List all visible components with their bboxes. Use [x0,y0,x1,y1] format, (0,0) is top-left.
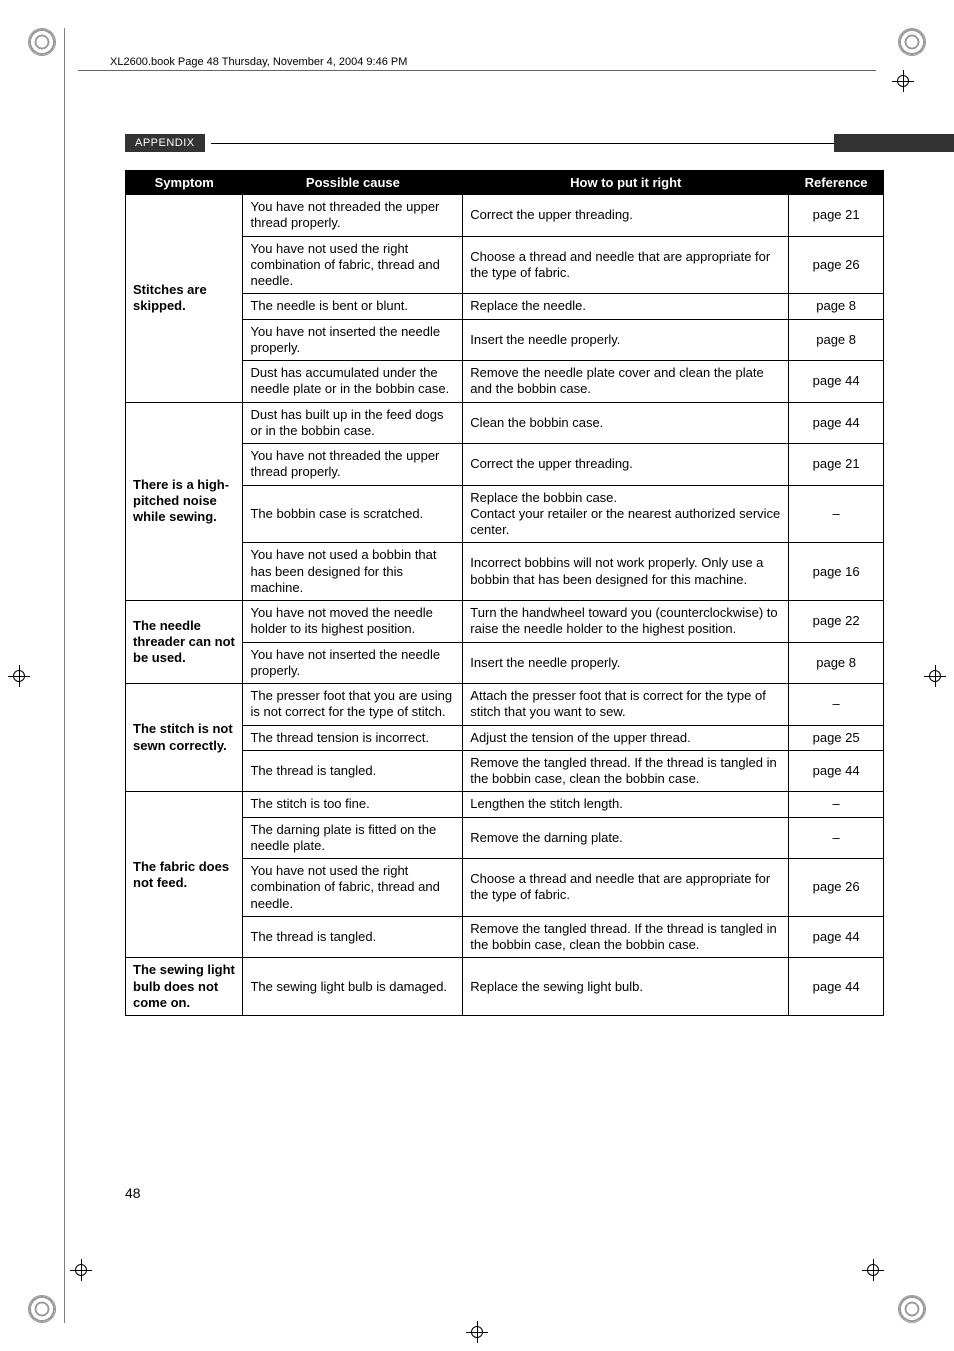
cause-cell: The sewing light bulb is damaged. [243,958,463,1016]
cause-cell: You have not used the right combination … [243,236,463,294]
fix-cell: Replace the bobbin case.Contact your ret… [463,485,789,543]
reference-cell: page 21 [789,195,884,237]
reference-cell: page 21 [789,444,884,486]
fix-cell: Replace the needle. [463,294,789,319]
fix-cell: Insert the needle properly. [463,319,789,361]
cause-cell: The thread tension is incorrect. [243,725,463,750]
symptom-cell: The sewing light bulb does not come on. [126,958,243,1016]
fix-cell: Correct the upper threading. [463,195,789,237]
cause-cell: You have not moved the needle holder to … [243,601,463,643]
cause-cell: The thread is tangled. [243,916,463,958]
reference-cell: page 44 [789,958,884,1016]
crop-mark-icon [28,1295,56,1323]
cause-cell: You have not inserted the needle properl… [243,319,463,361]
cause-cell: The stitch is too fine. [243,792,463,817]
cause-cell: You have not used a bobbin that has been… [243,543,463,601]
crop-mark-icon [28,28,56,56]
reference-cell: page 26 [789,859,884,917]
cause-cell: You have not threaded the upper thread p… [243,195,463,237]
col-header-reference: Reference [789,171,884,195]
symptom-cell: The needle threader can not be used. [126,601,243,684]
col-header-fix: How to put it right [463,171,789,195]
symptom-cell: The stitch is not sewn correctly. [126,684,243,792]
fix-cell: Incorrect bobbins will not work properly… [463,543,789,601]
fix-cell: Clean the bobbin case. [463,402,789,444]
cause-cell: The needle is bent or blunt. [243,294,463,319]
fix-cell: Remove the needle plate cover and clean … [463,361,789,403]
reference-cell: – [789,485,884,543]
cause-cell: You have not used the right combination … [243,859,463,917]
crop-mark-icon [898,1295,926,1323]
fix-cell: Turn the handwheel toward you (countercl… [463,601,789,643]
registration-mark-icon [924,665,946,687]
reference-cell: – [789,817,884,859]
reference-cell: page 8 [789,319,884,361]
crop-mark-icon [898,28,926,56]
reference-cell: page 8 [789,642,884,684]
header-rule [78,70,876,71]
reference-cell: – [789,792,884,817]
reference-cell: page 26 [789,236,884,294]
col-header-cause: Possible cause [243,171,463,195]
symptom-cell: There is a high-pitched noise while sewi… [126,402,243,601]
fix-cell: Remove the tangled thread. If the thread… [463,916,789,958]
cause-cell: You have not inserted the needle properl… [243,642,463,684]
fix-cell: Correct the upper threading. [463,444,789,486]
cause-cell: The darning plate is fitted on the needl… [243,817,463,859]
section-accent-bar [834,134,954,152]
registration-mark-icon [892,70,914,92]
table-header-row: Symptom Possible cause How to put it rig… [126,171,884,195]
fix-cell: Replace the sewing light bulb. [463,958,789,1016]
symptom-cell: The fabric does not feed. [126,792,243,958]
fix-cell: Adjust the tension of the upper thread. [463,725,789,750]
cause-cell: The presser foot that you are using is n… [243,684,463,726]
fix-cell: Choose a thread and needle that are appr… [463,859,789,917]
reference-cell: page 22 [789,601,884,643]
page-number: 48 [125,1185,141,1201]
fix-cell: Attach the presser foot that is correct … [463,684,789,726]
table-row: Stitches are skipped.You have not thread… [126,195,884,237]
troubleshooting-table: Symptom Possible cause How to put it rig… [125,170,884,1016]
registration-mark-icon [862,1259,884,1281]
reference-cell: page 8 [789,294,884,319]
table-row: The fabric does not feed.The stitch is t… [126,792,884,817]
table-row: The needle threader can not be used.You … [126,601,884,643]
fix-cell: Insert the needle properly. [463,642,789,684]
document-path: XL2600.book Page 48 Thursday, November 4… [110,56,407,68]
registration-mark-icon [8,665,30,687]
table-row: The sewing light bulb does not come on.T… [126,958,884,1016]
reference-cell: page 44 [789,916,884,958]
fix-cell: Choose a thread and needle that are appr… [463,236,789,294]
reference-cell: page 44 [789,361,884,403]
crop-rule [64,28,65,1323]
cause-cell: Dust has built up in the feed dogs or in… [243,402,463,444]
fix-cell: Lengthen the stitch length. [463,792,789,817]
cause-cell: You have not threaded the upper thread p… [243,444,463,486]
reference-cell: page 25 [789,725,884,750]
reference-cell: page 44 [789,402,884,444]
cause-cell: The bobbin case is scratched. [243,485,463,543]
fix-cell: Remove the darning plate. [463,817,789,859]
fix-cell: Remove the tangled thread. If the thread… [463,750,789,792]
reference-cell: – [789,684,884,726]
registration-mark-icon [466,1321,488,1343]
registration-mark-icon [70,1259,92,1281]
col-header-symptom: Symptom [126,171,243,195]
table-row: The stitch is not sewn correctly.The pre… [126,684,884,726]
symptom-cell: Stitches are skipped. [126,195,243,403]
reference-cell: page 16 [789,543,884,601]
cause-cell: The thread is tangled. [243,750,463,792]
section-label: APPENDIX [125,134,205,152]
section-header: APPENDIX [125,134,884,152]
cause-cell: Dust has accumulated under the needle pl… [243,361,463,403]
section-rule [211,143,884,144]
table-row: There is a high-pitched noise while sewi… [126,402,884,444]
reference-cell: page 44 [789,750,884,792]
page-content: APPENDIX Symptom Possible cause How to p… [125,134,884,1016]
